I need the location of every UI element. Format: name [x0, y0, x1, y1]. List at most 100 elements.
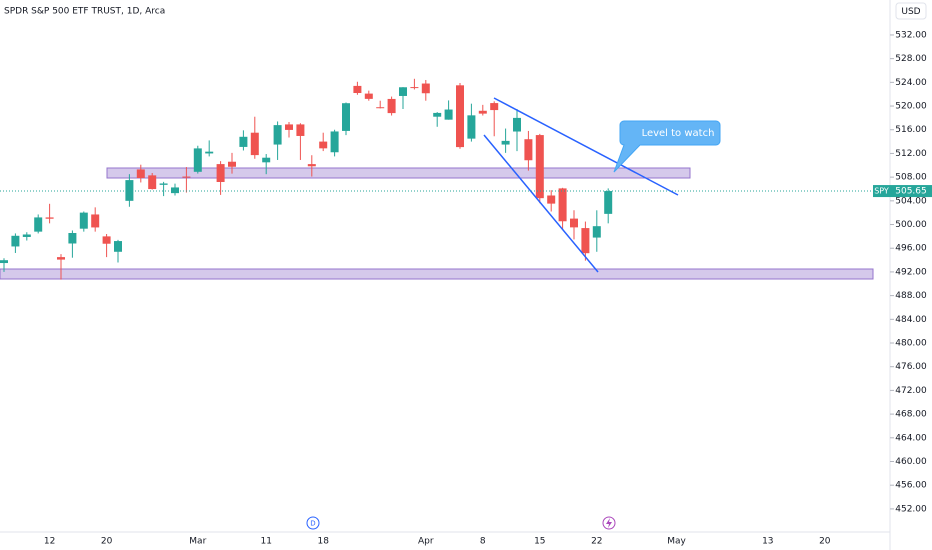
candle-body	[387, 98, 396, 114]
y-tick-label: 500.00	[895, 220, 927, 230]
candle-body	[102, 236, 111, 244]
x-tick-label: 8	[480, 537, 486, 547]
trend-line	[483, 134, 599, 273]
candle-body	[262, 157, 271, 163]
y-tick-label: 532.00	[895, 30, 927, 40]
candle-body	[91, 214, 100, 228]
zone	[0, 268, 874, 280]
y-tick-label: 464.00	[895, 433, 927, 443]
candle-body	[159, 183, 168, 185]
y-tick-label: 504.00	[895, 196, 927, 206]
y-tick-label: 520.00	[895, 102, 927, 112]
candle-body	[79, 212, 88, 229]
x-tick-label: 18	[317, 537, 329, 547]
candle-body	[490, 103, 499, 111]
x-tick-label: 12	[44, 537, 55, 547]
candle-body	[205, 151, 214, 154]
symbol-tag	[873, 185, 890, 198]
y-tick-label: 456.00	[895, 481, 927, 491]
candle-body	[34, 217, 43, 232]
candle-body	[399, 87, 407, 96]
candle-body	[0, 260, 8, 264]
candle-body	[11, 235, 20, 247]
candle-body	[182, 176, 191, 178]
x-tick-label: 20	[819, 537, 831, 547]
dividend-letter: D	[310, 520, 315, 528]
y-tick-label: 472.00	[895, 386, 927, 396]
x-tick-label: 11	[260, 537, 271, 547]
candle-body	[478, 110, 487, 114]
candle-body	[228, 161, 236, 167]
candle-body	[501, 140, 510, 145]
y-tick-label: 452.00	[895, 504, 927, 514]
y-tick-label: 496.00	[895, 244, 927, 254]
candle-body	[216, 164, 225, 182]
candle-body	[68, 233, 77, 244]
x-tick-label: 20	[101, 537, 113, 547]
candle-body	[22, 234, 31, 237]
candle-body	[376, 107, 385, 109]
candle-body	[125, 180, 134, 201]
candle-body	[285, 124, 293, 130]
candle-body	[239, 136, 248, 147]
y-tick-label: 460.00	[895, 457, 927, 467]
event-glyph	[606, 518, 612, 528]
candle-body	[547, 195, 556, 204]
currency-button[interactable]	[895, 2, 927, 20]
candle-body	[513, 117, 521, 132]
callout	[613, 120, 721, 173]
candle-body	[296, 124, 305, 136]
candle-body	[444, 109, 453, 120]
x-tick-label: Apr	[418, 537, 434, 547]
y-tick-label: 488.00	[895, 291, 927, 301]
y-tick-label: 516.00	[895, 125, 927, 135]
candle-body	[410, 87, 419, 89]
candle-body	[570, 218, 578, 228]
candle-body	[364, 93, 373, 99]
drawings-top: Level to watch D	[306, 97, 721, 530]
x-tick-label: Mar	[189, 537, 206, 547]
candle-body	[342, 103, 350, 131]
chart-title: SPDR S&P 500 ETF TRUST, 1D, Arca	[4, 7, 165, 17]
zone	[106, 167, 691, 179]
y-tick-label: 480.00	[895, 339, 927, 349]
y-tick-label: 468.00	[895, 410, 927, 420]
candles	[0, 78, 613, 280]
x-tick-label: May	[667, 537, 686, 547]
candle-body	[330, 131, 339, 153]
x-tick-label: 22	[591, 537, 602, 547]
currency-label: USD	[901, 7, 920, 17]
candle-body	[524, 139, 533, 161]
y-tick-label: 508.00	[895, 173, 927, 183]
y-tick-label: 512.00	[895, 149, 927, 159]
candle-body	[273, 125, 282, 145]
x-tick-label: 15	[534, 537, 545, 547]
candle-body	[319, 141, 328, 149]
y-tick-label: 484.00	[895, 315, 927, 325]
candle-body	[114, 241, 122, 252]
callout-text: Level to watch	[642, 128, 715, 139]
symbol-label: SPY	[874, 187, 889, 196]
candle-body	[604, 191, 613, 214]
candle-body	[592, 226, 601, 238]
candle-body	[193, 148, 202, 172]
price-tag	[890, 185, 932, 198]
candle-body	[558, 188, 567, 222]
x-tick-label: 13	[762, 537, 773, 547]
candle-body	[136, 169, 145, 179]
price-label: 505.65	[895, 187, 927, 197]
drawings	[0, 167, 874, 280]
candle-body	[433, 112, 442, 117]
y-tick-label: 524.00	[895, 78, 927, 88]
candle-body	[467, 115, 476, 139]
candle-body	[45, 217, 54, 219]
candle-body	[535, 135, 544, 199]
y-tick-label: 492.00	[895, 267, 927, 277]
y-tick-label: 476.00	[895, 362, 927, 372]
candle-body	[353, 85, 362, 94]
candle-body	[250, 132, 259, 156]
candle-body	[581, 228, 590, 254]
candle-body	[171, 187, 179, 194]
dividend-icon[interactable]	[306, 516, 320, 530]
